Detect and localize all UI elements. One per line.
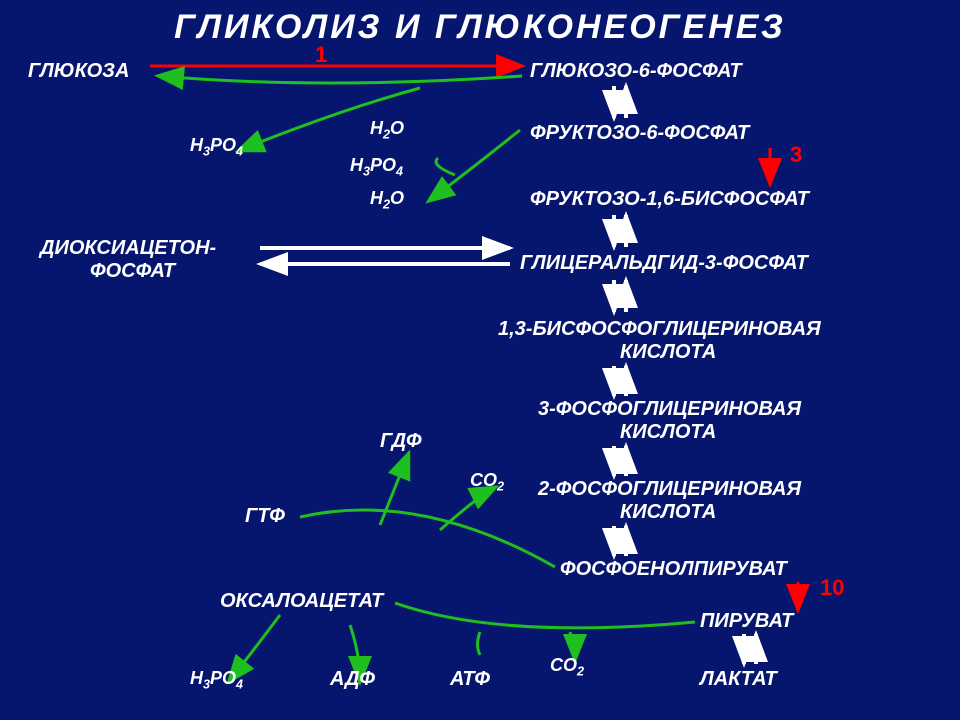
label-g6p: ГЛЮКОЗО-6-ФОСФАТ xyxy=(530,60,742,83)
label-gtp: ГТФ xyxy=(245,505,285,528)
label-dhap2: ФОСФАТ xyxy=(90,260,175,283)
label-pep: ФОСФОЕНОЛПИРУВАТ xyxy=(560,558,787,581)
label-pg2b: КИСЛОТА xyxy=(620,501,716,524)
label-lactate: ЛАКТАТ xyxy=(700,668,777,691)
label-h2o_a: H2O xyxy=(370,118,404,142)
label-dhap1: ДИОКСИАЦЕТОН- xyxy=(40,237,216,260)
label-pg2a: 2-ФОСФОГЛИЦЕРИНОВАЯ xyxy=(538,478,801,501)
diagram-svg xyxy=(0,0,960,720)
label-glucose: ГЛЮКОЗА xyxy=(28,60,129,83)
label-adp: АДФ xyxy=(330,668,375,691)
label-f6p: ФРУКТОЗО-6-ФОСФАТ xyxy=(530,122,749,145)
label-atp: АТФ xyxy=(450,668,490,691)
label-bpg1: 1,3-БИСФОСФОГЛИЦЕРИНОВАЯ xyxy=(498,318,821,341)
label-g3p: ГЛИЦЕРАЛЬДГИД-3-ФОСФАТ xyxy=(520,252,808,275)
label-f16bp: ФРУКТОЗО-1,6-БИСФОСФАТ xyxy=(530,188,809,211)
label-co2b: CO2 xyxy=(550,655,584,679)
label-co2a: CO2 xyxy=(470,470,504,494)
label-bpg2: КИСЛОТА xyxy=(620,341,716,364)
step-number-n10: 10 xyxy=(820,575,844,601)
label-gdp: ГДФ xyxy=(380,430,422,453)
step-number-n3: 3 xyxy=(790,142,802,168)
step-number-n1: 1 xyxy=(315,42,327,68)
label-h3po4_a: H3PO4 xyxy=(190,135,243,159)
label-h2o_b: H2O xyxy=(370,188,404,212)
page-title: ГЛИКОЛИЗ И ГЛЮКОНЕОГЕНЕЗ xyxy=(0,8,960,47)
label-h3po4_b: H3PO4 xyxy=(350,155,403,179)
label-pg3a: 3-ФОСФОГЛИЦЕРИНОВАЯ xyxy=(538,398,801,421)
label-h3po4_c: H3PO4 xyxy=(190,668,243,692)
label-pyruvate: ПИРУВАТ xyxy=(700,610,793,633)
label-oaa: ОКСАЛОАЦЕТАТ xyxy=(220,590,383,613)
label-pg3b: КИСЛОТА xyxy=(620,421,716,444)
